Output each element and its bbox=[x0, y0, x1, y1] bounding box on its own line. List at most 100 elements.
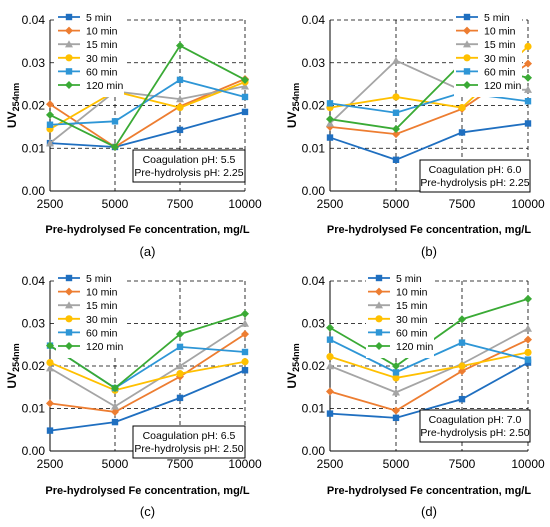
legend-label: 120 min bbox=[86, 80, 124, 92]
series-line-10-min bbox=[329, 338, 529, 412]
data-point bbox=[176, 394, 184, 402]
data-point bbox=[241, 367, 249, 374]
legend-marker bbox=[65, 54, 73, 62]
y-axis-title-main: UV bbox=[285, 372, 299, 389]
y-axis-title-main: UV bbox=[285, 111, 299, 128]
y-axis-title: UV254nm bbox=[285, 343, 301, 388]
data-point bbox=[46, 139, 54, 147]
data-point bbox=[524, 98, 532, 105]
data-point bbox=[392, 406, 400, 415]
y-tick-label: 0.04 bbox=[302, 274, 326, 288]
legend-marker bbox=[65, 13, 73, 21]
y-axis-title: UV254nm bbox=[285, 83, 301, 128]
legend-marker bbox=[375, 287, 383, 296]
data-point bbox=[392, 414, 400, 422]
legend-marker bbox=[375, 315, 383, 323]
y-tick-label: 0.04 bbox=[22, 274, 46, 288]
x-tick-label: 7500 bbox=[449, 197, 476, 211]
data-point bbox=[241, 108, 249, 116]
legend-marker bbox=[463, 54, 471, 62]
y-tick-label: 0.01 bbox=[302, 402, 326, 416]
legend-marker bbox=[463, 40, 471, 48]
data-point bbox=[458, 315, 466, 324]
x-axis-title: Pre-hydrolysed Fe concentration, mg/L bbox=[327, 224, 531, 236]
data-point bbox=[524, 120, 532, 127]
x-tick-label: 2500 bbox=[37, 197, 64, 211]
y-tick-label: 0.04 bbox=[302, 13, 326, 27]
data-point bbox=[458, 104, 466, 112]
series-line-30-min bbox=[49, 81, 246, 130]
x-tick-label: 10000 bbox=[228, 457, 262, 471]
legend-label: 60 min bbox=[396, 327, 428, 339]
data-point bbox=[392, 374, 400, 382]
y-axis-title: UV254nm bbox=[5, 83, 21, 128]
data-point bbox=[524, 294, 532, 303]
chart-panel-2: 0.00 0.01 0.02 0.03 0.04 2500 5000 7500 10000 Pre… bbox=[285, 11, 545, 259]
data-point bbox=[176, 104, 184, 112]
y-axis-title-subscript: 254nm bbox=[11, 83, 21, 112]
data-point bbox=[458, 339, 466, 346]
data-point bbox=[392, 130, 400, 139]
legend-label: 15 min bbox=[86, 39, 118, 51]
x-tick-label: 5000 bbox=[383, 457, 410, 471]
data-point bbox=[111, 402, 119, 410]
legend-marker bbox=[463, 68, 471, 75]
x-tick-label: 10000 bbox=[511, 457, 545, 471]
x-tick-label: 7500 bbox=[449, 457, 476, 471]
x-tick-label: 7500 bbox=[167, 457, 194, 471]
data-point bbox=[524, 324, 532, 332]
annotation-text: Coagulation pH: 6.0 bbox=[429, 164, 522, 176]
annotation-text: Pre-hydrolysis pH: 2.50 bbox=[420, 427, 529, 439]
data-point bbox=[458, 362, 466, 370]
data-point bbox=[326, 353, 334, 361]
data-point bbox=[326, 100, 334, 107]
series-line-30-min bbox=[49, 360, 246, 392]
x-tick-label: 10000 bbox=[511, 197, 545, 211]
annotation-box bbox=[132, 425, 246, 459]
series-line-30-min bbox=[329, 351, 529, 379]
series-line-5-min bbox=[329, 122, 529, 161]
data-point bbox=[458, 367, 466, 376]
x-tick-label: 5000 bbox=[102, 457, 129, 471]
legend-label: 30 min bbox=[86, 53, 118, 65]
y-tick-label: 0.01 bbox=[302, 141, 326, 155]
legend-marker bbox=[65, 301, 73, 309]
annotation-text: Pre-hydrolysis pH: 2.25 bbox=[134, 167, 243, 179]
legend-label: 120 min bbox=[484, 80, 522, 92]
legend-marker bbox=[375, 329, 383, 336]
legend-label: 10 min bbox=[396, 287, 428, 299]
annotation-text: Coagulation pH: 6.5 bbox=[143, 430, 236, 442]
legend-label: 5 min bbox=[396, 273, 422, 285]
data-point bbox=[241, 75, 249, 84]
data-point bbox=[524, 42, 532, 51]
y-tick-label: 0.03 bbox=[22, 317, 46, 331]
legend-marker bbox=[375, 301, 383, 309]
data-point bbox=[241, 82, 249, 90]
data-point bbox=[46, 121, 54, 128]
data-point bbox=[458, 129, 466, 136]
x-tick-label: 5000 bbox=[102, 197, 129, 211]
x-tick-label: 2500 bbox=[317, 197, 344, 211]
y-axis-title-main: UV bbox=[5, 372, 19, 389]
annotation-box bbox=[132, 149, 246, 183]
legend-marker bbox=[65, 329, 73, 336]
legend-label: 15 min bbox=[484, 39, 516, 51]
data-point bbox=[176, 95, 184, 103]
data-point bbox=[458, 395, 466, 403]
data-point bbox=[392, 156, 400, 163]
legend-marker bbox=[65, 26, 73, 35]
y-axis-title-main: UV bbox=[5, 111, 19, 128]
data-point bbox=[176, 370, 184, 378]
series-line-5-min bbox=[49, 111, 246, 148]
legend-label: 30 min bbox=[484, 53, 516, 65]
legend-label: 10 min bbox=[86, 26, 118, 38]
x-axis-title: Pre-hydrolysed Fe concentration, mg/L bbox=[327, 485, 531, 497]
x-tick-label: 2500 bbox=[317, 457, 344, 471]
annotation-box bbox=[419, 409, 531, 443]
data-point bbox=[326, 336, 334, 343]
panel-label: (c) bbox=[140, 504, 155, 519]
data-point bbox=[241, 319, 249, 327]
